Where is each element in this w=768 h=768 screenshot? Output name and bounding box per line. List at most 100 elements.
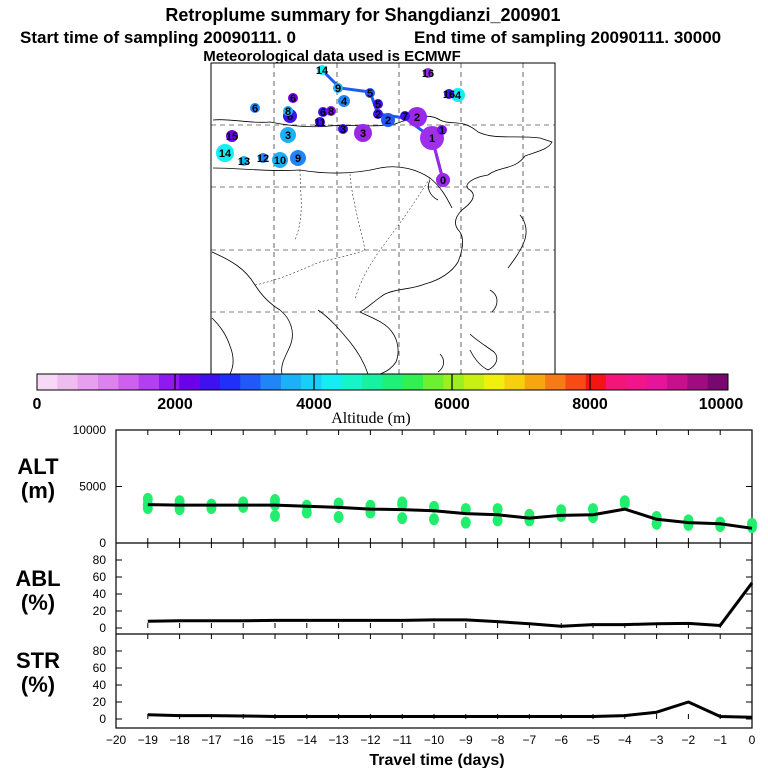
plume-point-marker bbox=[365, 88, 375, 98]
plume-point-12: 12 bbox=[257, 153, 269, 165]
colorbar-swatch bbox=[57, 374, 78, 390]
alt-scatter-point bbox=[301, 506, 312, 519]
x-tick-label: −6 bbox=[554, 733, 568, 747]
plume-point-label: 5 bbox=[375, 99, 381, 111]
x-tick-label: −18 bbox=[169, 733, 190, 747]
alt-scatter-point bbox=[397, 498, 408, 511]
plume-point-8: 8 bbox=[283, 106, 293, 118]
plume-point-marker bbox=[436, 173, 450, 187]
colorbar-swatch bbox=[118, 374, 139, 390]
colorbar-swatch bbox=[199, 374, 221, 390]
colorbar-swatch bbox=[341, 374, 363, 390]
abl-label-line1: ABL bbox=[15, 566, 60, 591]
plume-point-label: 9 bbox=[295, 153, 301, 165]
plume-point-label: 6 bbox=[287, 111, 293, 123]
plume-point-label: 14 bbox=[219, 148, 232, 160]
plume-point-marker bbox=[451, 88, 465, 102]
alt-scatter-point bbox=[619, 497, 630, 510]
plume-point-label: 13 bbox=[238, 156, 250, 168]
plume-point-label: 5 bbox=[367, 88, 373, 100]
map-borders bbox=[254, 169, 431, 301]
cb-tick-4000: 4000 bbox=[296, 396, 332, 413]
plume-point-7: 7 bbox=[400, 111, 410, 123]
plume-point-16: 16 bbox=[422, 68, 434, 80]
x-tick-label: 0 bbox=[749, 733, 756, 747]
plume-point-9: 9 bbox=[290, 150, 306, 166]
plume-point-label: 6 bbox=[290, 93, 296, 105]
plume-point-label: 2 bbox=[414, 112, 420, 124]
plume-point-marker bbox=[444, 89, 454, 99]
plume-point-marker bbox=[338, 124, 348, 134]
alt-scatter-point bbox=[492, 514, 503, 527]
plume-point-marker bbox=[258, 153, 268, 163]
colorbar-swatch bbox=[463, 374, 485, 390]
str-ytick-label: 20 bbox=[93, 695, 107, 709]
colorbar-swatch bbox=[646, 374, 668, 390]
plume-point-3: 3 bbox=[354, 124, 372, 142]
colorbar-swatch bbox=[219, 374, 241, 390]
abl-ytick-label: 20 bbox=[93, 604, 107, 618]
plume-point-marker bbox=[280, 127, 296, 143]
plume-point-marker bbox=[333, 83, 343, 93]
map-frame bbox=[210, 62, 556, 375]
plume-point-marker bbox=[226, 130, 238, 142]
plume-point-label: 4 bbox=[341, 96, 348, 108]
colorbar-swatch bbox=[626, 374, 648, 390]
plume-point-label: 12 bbox=[257, 153, 269, 165]
plume-point-marker bbox=[326, 106, 336, 116]
colorbar-swatch bbox=[138, 374, 160, 390]
abl-label-line2: (%) bbox=[21, 590, 55, 615]
x-tick-label: −4 bbox=[618, 733, 632, 747]
str-line bbox=[147, 700, 753, 719]
plume-point-marker bbox=[315, 117, 325, 127]
x-tick-label: −19 bbox=[138, 733, 159, 747]
plume-point-marker bbox=[216, 144, 234, 162]
cb-tick-8000: 8000 bbox=[572, 396, 608, 413]
plume-point-13: 13 bbox=[238, 156, 250, 168]
colorbar-swatch bbox=[382, 374, 404, 390]
str-label-line2: (%) bbox=[21, 672, 55, 697]
cb-tick-2000: 2000 bbox=[157, 396, 193, 413]
plume-point-marker bbox=[318, 107, 328, 117]
x-tick-label: −11 bbox=[392, 733, 412, 747]
plume-point-4: 4 bbox=[451, 88, 465, 102]
str-panel-label: STR (%) bbox=[16, 648, 60, 697]
alt-scatter-point bbox=[270, 509, 280, 522]
plume-point-label: 3 bbox=[285, 130, 291, 142]
plume-point-marker bbox=[354, 124, 372, 142]
plume-point-marker bbox=[288, 93, 298, 103]
plume-point-label: 2 bbox=[375, 109, 381, 121]
x-tick-label: −7 bbox=[523, 733, 537, 747]
cb-tick-0: 0 bbox=[33, 396, 42, 413]
alt-scatter-point bbox=[397, 512, 408, 525]
plume-point-label: 11 bbox=[314, 117, 326, 129]
colorbar-swatch bbox=[301, 374, 322, 390]
plume-point-label: 3 bbox=[340, 124, 346, 136]
str-ytick-label: 0 bbox=[99, 712, 106, 726]
colorbar-swatch bbox=[321, 374, 343, 390]
str-ytick-label: 40 bbox=[93, 678, 107, 692]
x-tick-label: −20 bbox=[106, 733, 127, 747]
abl-ytick-label: 60 bbox=[93, 570, 107, 584]
x-tick-label: −17 bbox=[201, 733, 222, 747]
colorbar-swatch bbox=[524, 374, 546, 390]
str-ytick-label: 60 bbox=[93, 661, 107, 675]
plume-point-1: 1 bbox=[437, 125, 447, 137]
sampling-start: Start time of sampling 20090111. 0 bbox=[20, 28, 296, 47]
plume-point-label: 16 bbox=[422, 68, 434, 80]
plume-point-marker bbox=[283, 106, 293, 116]
x-tick-label: −8 bbox=[491, 733, 505, 747]
colorbar-swatch bbox=[423, 374, 444, 390]
x-tick-label: −13 bbox=[328, 733, 349, 747]
x-tick-label: −3 bbox=[650, 733, 664, 747]
plume-point-label: 7 bbox=[402, 111, 408, 123]
plume-point-2: 2 bbox=[381, 113, 395, 127]
abl-panel: 80 60 40 20 0 bbox=[93, 543, 754, 635]
colorbar-swatch bbox=[362, 374, 383, 390]
plume-point-marker bbox=[272, 152, 288, 168]
plume-point-14: 14 bbox=[316, 65, 329, 77]
plume-point-label: 8 bbox=[285, 106, 291, 118]
plume-point-marker bbox=[250, 103, 260, 113]
plume-point-0: 0 bbox=[436, 173, 450, 187]
